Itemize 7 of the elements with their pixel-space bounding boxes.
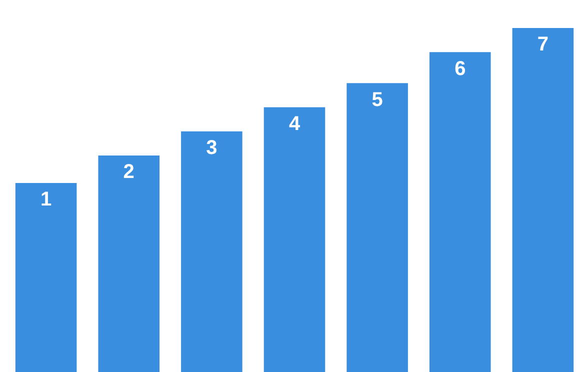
x-tick-label: 3 (206, 137, 218, 159)
x-tick-label: 1 (40, 188, 52, 211)
x-tick-label: 4 (288, 112, 301, 135)
x-tick-label: 2 (123, 161, 134, 184)
x-tick-label: 5 (372, 88, 383, 111)
x-tick-label: 7 (537, 34, 549, 56)
x-tick-label: 6 (454, 58, 466, 80)
